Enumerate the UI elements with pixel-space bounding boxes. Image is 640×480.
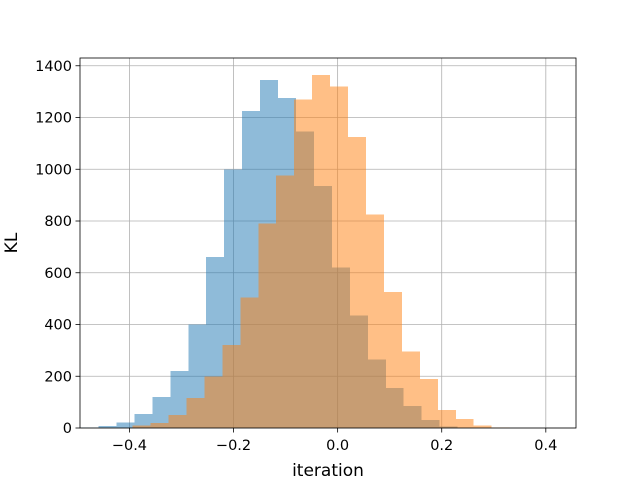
histogram-bar bbox=[401, 351, 420, 428]
histogram-bar bbox=[134, 413, 153, 428]
x-tick-label: 0.0 bbox=[326, 438, 349, 454]
y-tick-label: 1400 bbox=[35, 59, 72, 75]
x-tick-label: 0.4 bbox=[534, 438, 557, 454]
histogram-bar bbox=[348, 136, 366, 428]
histogram-bar bbox=[150, 422, 169, 428]
series-1-bars bbox=[132, 74, 510, 429]
histogram-bar bbox=[116, 422, 135, 428]
histogram-bar bbox=[170, 371, 189, 428]
y-tick-label: 600 bbox=[44, 266, 72, 282]
histogram-bar bbox=[365, 214, 384, 428]
y-tick-label: 1000 bbox=[35, 162, 72, 178]
y-tick-label: 400 bbox=[44, 318, 72, 334]
y-tick-label: 800 bbox=[44, 214, 72, 230]
x-tick-label: −0.2 bbox=[216, 438, 251, 454]
histogram-bar bbox=[186, 398, 205, 428]
x-axis: −0.4 −0.2 0.0 0.2 0.4 bbox=[112, 428, 557, 454]
x-tick-label: −0.4 bbox=[112, 438, 147, 454]
y-tick-label: 1200 bbox=[35, 111, 72, 127]
histogram-bar bbox=[152, 396, 171, 428]
histogram-bar bbox=[383, 292, 402, 428]
histogram-bar bbox=[473, 425, 492, 428]
histogram-bar bbox=[330, 86, 349, 428]
histogram-bar bbox=[312, 74, 331, 429]
plot-frame bbox=[79, 57, 577, 429]
histogram-bar bbox=[276, 175, 295, 428]
y-tick-label: 0 bbox=[63, 421, 72, 437]
x-axis-label: iteration bbox=[292, 461, 364, 480]
histogram-bar bbox=[437, 409, 456, 428]
histogram-bar bbox=[222, 345, 241, 428]
histogram-bar bbox=[168, 415, 187, 428]
histogram-bar bbox=[132, 425, 151, 428]
histogram-bar bbox=[455, 418, 474, 428]
histogram-bar bbox=[294, 99, 313, 429]
histogram-bar bbox=[204, 376, 223, 428]
bars-layer bbox=[80, 74, 510, 429]
histogram-bar bbox=[98, 425, 117, 428]
histogram-bar bbox=[258, 223, 277, 428]
y-axis: 0 200 400 600 800 1000 1200 1400 bbox=[35, 59, 80, 437]
y-axis-label: KL bbox=[2, 232, 22, 253]
histogram-bar bbox=[240, 297, 259, 428]
x-tick-label: 0.2 bbox=[430, 438, 453, 454]
y-tick-label: 200 bbox=[44, 369, 72, 385]
histogram-bar bbox=[419, 378, 438, 428]
